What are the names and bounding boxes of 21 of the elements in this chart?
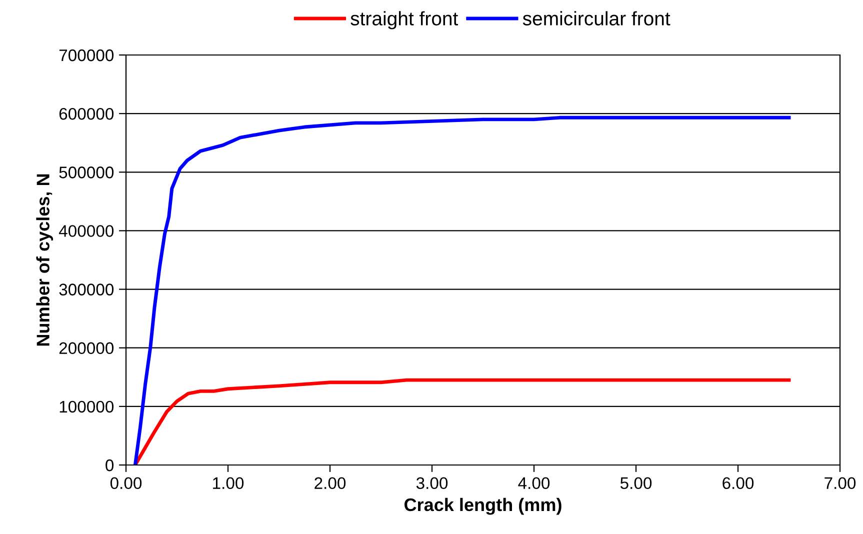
x-tick-label: 3.00	[416, 477, 448, 490]
y-tick-label: 300000	[59, 284, 114, 296]
legend-label: straight front	[350, 11, 458, 30]
y-tick-label: 100000	[60, 400, 114, 413]
x-tick-label: 2.00	[314, 477, 346, 490]
y-tick-label: 200000	[59, 342, 114, 354]
line-series	[133, 116, 791, 465]
y-tick-label: 400000	[58, 225, 114, 237]
x-axis-title: Crack length (mm)	[404, 498, 562, 515]
x-tick-label: 4.00	[518, 477, 550, 490]
y-tick-label: 500000	[59, 166, 114, 178]
x-tick-label: 6.00	[722, 477, 754, 490]
x-tick-label: 1.00	[213, 477, 244, 490]
x-tick-label: 7.00	[824, 477, 856, 490]
x-tick-label: 5.00	[620, 477, 652, 490]
y-tick-label: 0	[106, 459, 114, 472]
legend-label: semicircular front	[522, 11, 670, 26]
y-tick-label: 700000	[59, 49, 114, 62]
y-axis-title: Number of cycles, N	[36, 174, 54, 346]
x-tick-label: 0.00	[110, 477, 142, 490]
y-tick-label: 600000	[59, 108, 114, 120]
